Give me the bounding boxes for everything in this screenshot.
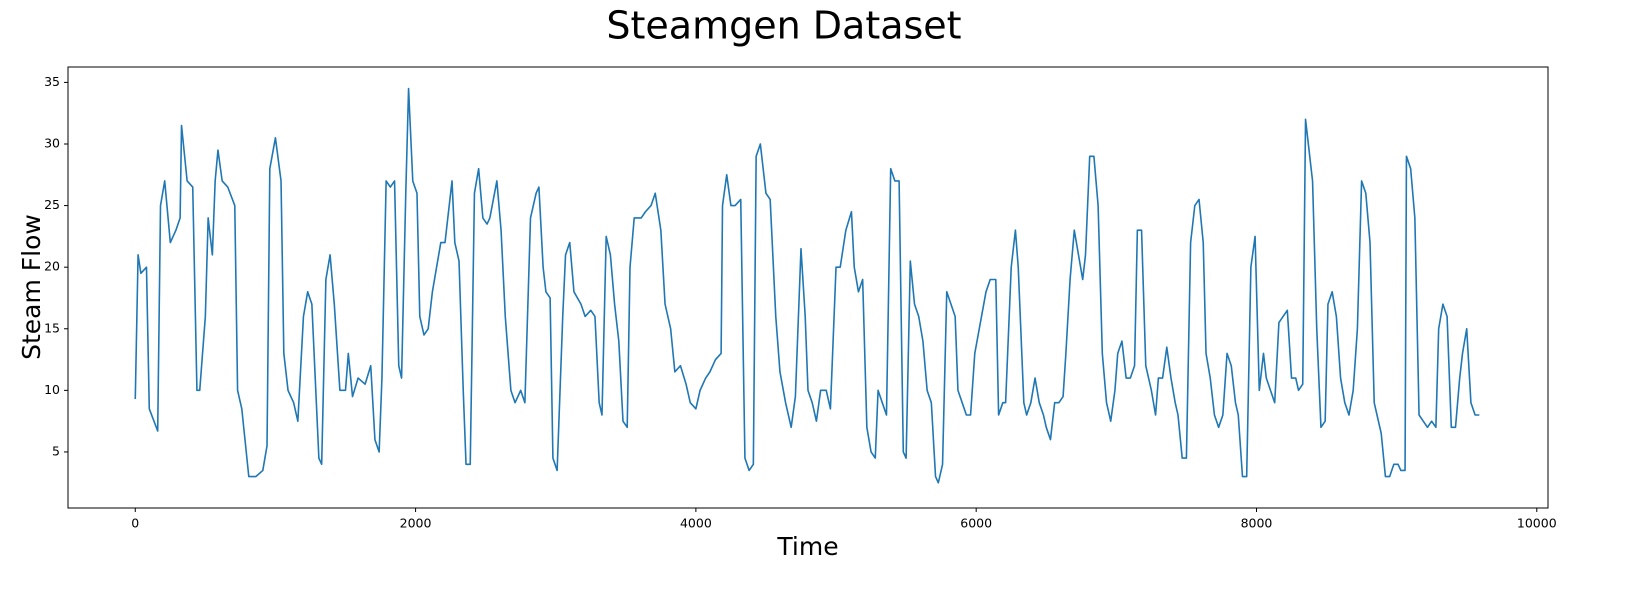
x-tick-label: 0 xyxy=(131,516,139,531)
y-tick-label: 10 xyxy=(44,382,60,397)
y-tick-label: 30 xyxy=(44,135,60,150)
line xyxy=(134,87,1480,484)
y-tick-label: 25 xyxy=(44,197,60,212)
y-tick-label: 20 xyxy=(44,259,60,274)
plot-frame xyxy=(67,66,1549,509)
y-tick-label: 35 xyxy=(44,74,60,89)
y-axis-label: Steam Flow xyxy=(17,214,46,360)
x-tick-label: 8000 xyxy=(1241,516,1273,531)
chart-title: Steamgen Dataset xyxy=(606,4,961,48)
y-tick-label: 5 xyxy=(52,443,60,458)
x-tick-label: 2000 xyxy=(400,516,432,531)
x-tick-label: 6000 xyxy=(960,516,992,531)
x-tick-label: 10000 xyxy=(1517,516,1557,531)
x-tick-label: 4000 xyxy=(680,516,712,531)
x-axis-label: Time xyxy=(776,532,838,561)
y-tick-label: 15 xyxy=(44,320,60,335)
